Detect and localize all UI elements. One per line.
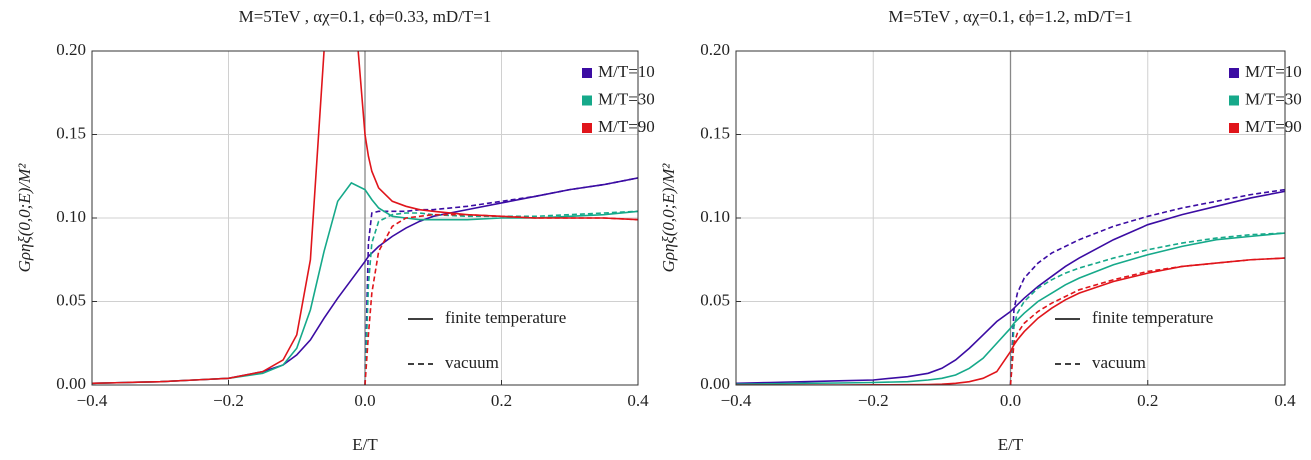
vacuum-line	[1009, 257, 1285, 385]
x-tick-label: 0.0	[354, 391, 375, 410]
legend-label: finite temperature	[1092, 308, 1213, 327]
x-tick-label: −0.4	[721, 391, 752, 410]
x-tick-label: 0.2	[491, 391, 512, 410]
x-axis-label: E/T	[998, 435, 1024, 454]
y-tick-label: 0.20	[700, 40, 730, 59]
legend-label: finite temperature	[445, 308, 566, 327]
y-axis-label: Gρηξ(0,0;E)/M²	[15, 163, 34, 273]
curves	[92, 51, 638, 385]
vacuum-line	[1009, 232, 1285, 385]
legend-swatch	[1229, 123, 1239, 133]
y-tick-label: 0.05	[700, 290, 730, 309]
x-axis-label: E/T	[352, 435, 378, 454]
y-axis-label: Gρηξ(0,0;E)/M²	[659, 163, 678, 273]
finite-temperature-line	[92, 51, 638, 385]
y-tick-label: 0.10	[56, 207, 86, 226]
y-tick-label: 0.15	[56, 123, 86, 142]
y-tick-label: 0.10	[700, 207, 730, 226]
finite-temperature-line	[736, 232, 1285, 385]
chart-title: M=5TeV , αχ=0.1, ϵϕ=0.33, mD/T=1	[239, 7, 492, 26]
vacuum-line	[364, 210, 638, 385]
legend-label: M/T=10	[1245, 62, 1302, 81]
legend-label: vacuum	[445, 353, 499, 372]
x-tick-label: 0.4	[1274, 391, 1296, 410]
legend-label: M/T=30	[598, 89, 655, 108]
plot-frame	[735, 50, 1286, 386]
panel: 0.00 0.05 0.10 0.15 0.20 −0.4 −0.2 0.0 0.2 0.4 M/T…	[15, 7, 655, 454]
x-tick-label: 0.4	[627, 391, 649, 410]
legend-swatch	[1229, 68, 1239, 78]
x-tick-label: 0.0	[1000, 391, 1021, 410]
y-tick-label: 0.05	[56, 290, 86, 309]
chart-title: M=5TeV , αχ=0.1, ϵϕ=1.2, mD/T=1	[888, 7, 1132, 26]
legend-label: vacuum	[1092, 353, 1146, 372]
x-tick-label: 0.2	[1137, 391, 1158, 410]
vacuum-line	[1009, 188, 1285, 385]
legend-swatch	[582, 123, 592, 133]
y-tick-label: 0.20	[56, 40, 86, 59]
legend-label: M/T=10	[598, 62, 655, 81]
vacuum-line	[364, 177, 638, 385]
y-tick-label: 0.15	[700, 123, 730, 142]
finite-temperature-line	[736, 190, 1285, 385]
legend-label: M/T=30	[1245, 89, 1302, 108]
legend-swatch	[582, 68, 592, 78]
legend-swatch	[582, 95, 592, 106]
y-tick-label: 0.00	[700, 374, 730, 393]
legend-label: M/T=90	[598, 117, 655, 136]
y-tick-label: 0.00	[56, 374, 86, 393]
legend-swatch	[1229, 95, 1239, 106]
x-tick-label: −0.2	[858, 391, 889, 410]
panel: 0.00 0.05 0.10 0.15 0.20 −0.4 −0.2 0.0 0.2 0.4 M/T…	[659, 7, 1302, 454]
plot-frame	[91, 50, 639, 386]
x-tick-label: −0.2	[213, 391, 244, 410]
x-tick-label: −0.4	[77, 391, 108, 410]
legend-label: M/T=90	[1245, 117, 1302, 136]
